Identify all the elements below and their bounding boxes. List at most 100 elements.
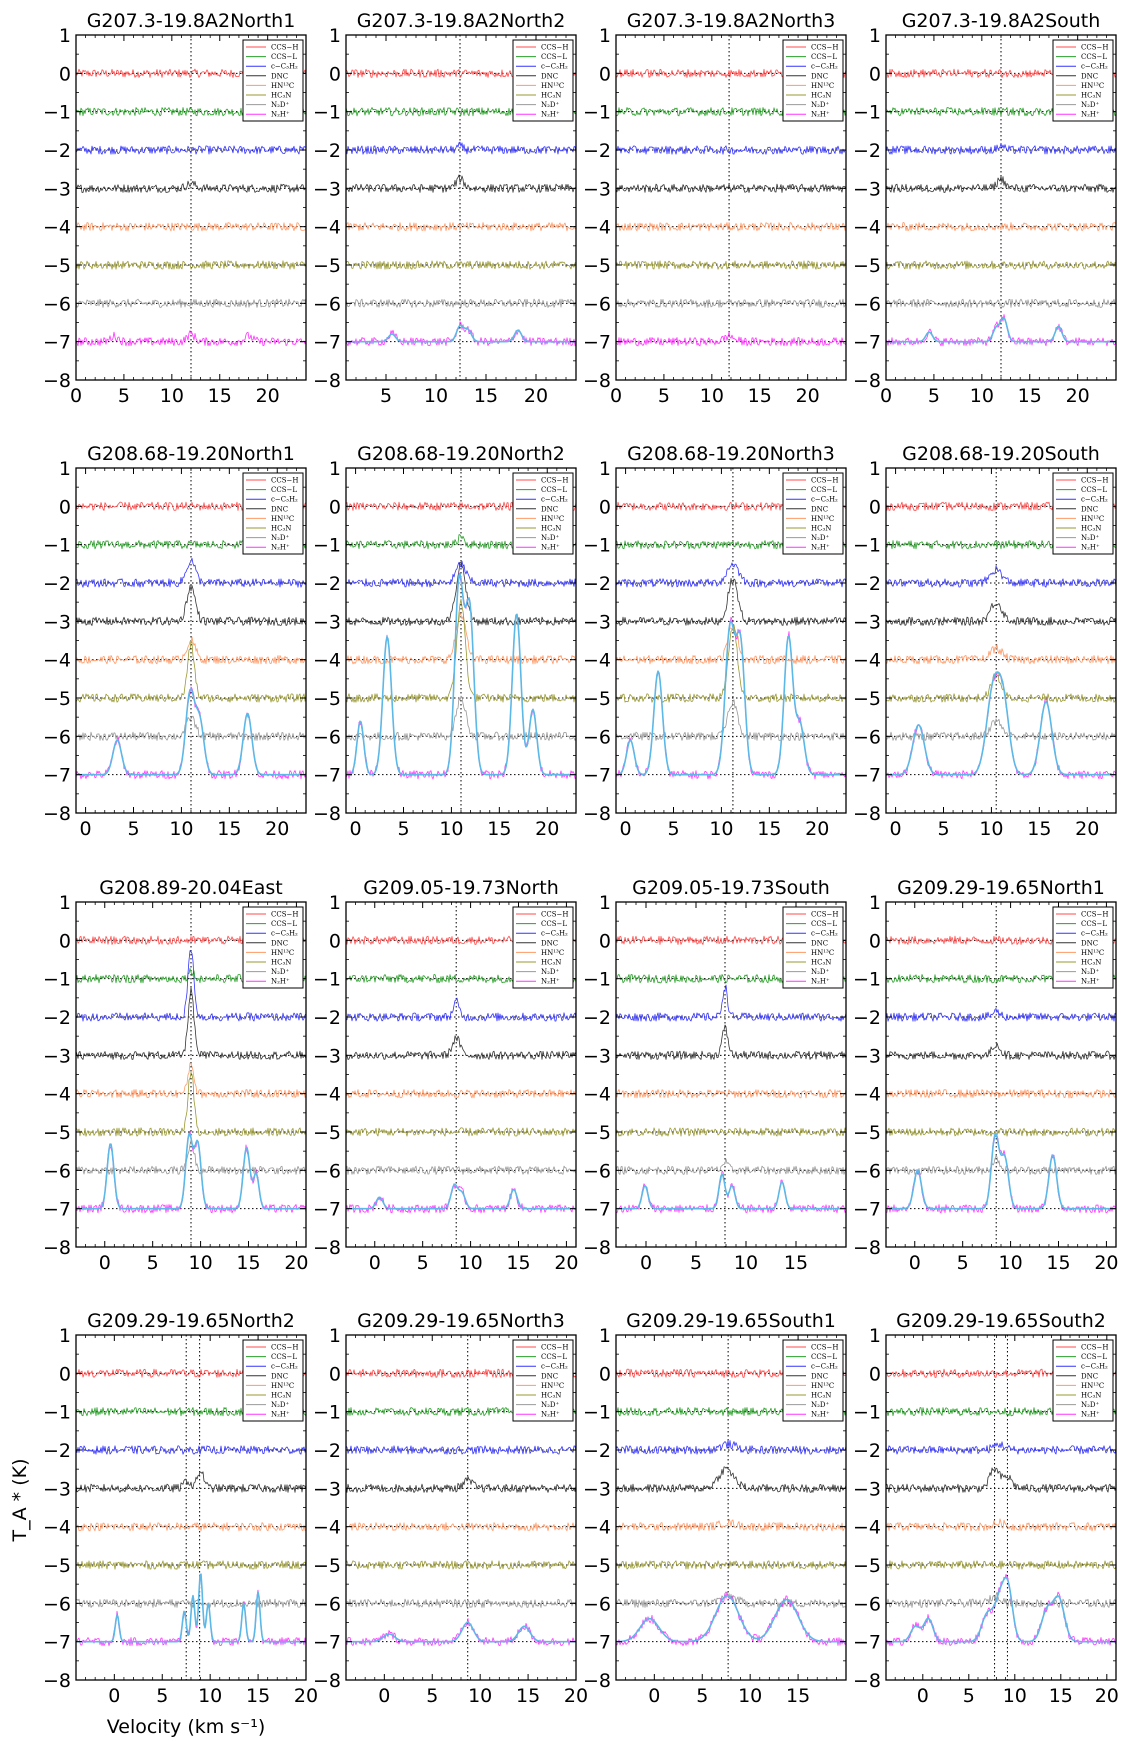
y-tick-label: 0 <box>59 63 71 85</box>
legend-label: N₂D⁺ <box>541 101 560 109</box>
legend-label: HC₃N <box>811 525 831 533</box>
x-tick-label: 0 <box>369 1252 381 1274</box>
y-tick-label: −5 <box>853 1555 881 1577</box>
legend-label: N₂D⁺ <box>811 968 830 976</box>
legend-label: CCS−L <box>811 1353 837 1361</box>
x-tick-label: 5 <box>928 385 940 407</box>
legend-label: DNC <box>811 939 828 947</box>
plot-area <box>886 1335 1116 1680</box>
x-tick-label: 15 <box>748 385 772 407</box>
spectrum-line-hn-c <box>76 1062 306 1099</box>
legend-label: N₂D⁺ <box>541 534 560 542</box>
spectrum-line-n-d <box>616 1591 846 1608</box>
y-tick-label: 0 <box>599 1363 611 1385</box>
x-tick-label: 0 <box>99 1252 111 1274</box>
y-tick-label: −2 <box>583 1440 611 1462</box>
legend-label: N₂H⁺ <box>811 978 830 986</box>
x-tick-label: 0 <box>80 818 92 840</box>
x-tick-label: 0 <box>108 1685 120 1707</box>
legend-label: HC₃N <box>811 1392 831 1400</box>
fit-line-n-h-fit <box>886 316 1116 343</box>
y-tick-label: −4 <box>583 1517 611 1539</box>
legend-label: N₂D⁺ <box>1081 101 1100 109</box>
x-tick-label: 5 <box>937 818 949 840</box>
spectrum-line-n-d <box>346 1598 576 1608</box>
legend-label: CCS−L <box>271 486 297 494</box>
y-tick-label: −4 <box>853 1084 881 1106</box>
legend-label: c−C₃H₂ <box>1081 930 1108 938</box>
x-tick-label: 0 <box>610 385 622 407</box>
legend-label: HN¹³C <box>541 515 564 523</box>
spectrum-line-n-d <box>616 298 846 308</box>
x-tick-label: 15 <box>246 1685 270 1707</box>
y-tick-label: −1 <box>853 102 881 124</box>
x-tick-label: 5 <box>127 818 139 840</box>
legend-box <box>242 472 304 555</box>
legend-label: N₂H⁺ <box>271 978 290 986</box>
legend-label: CCS−L <box>541 920 567 928</box>
x-tick-label: 20 <box>1075 818 1099 840</box>
y-tick-label: −1 <box>313 969 341 991</box>
y-tick-label: −6 <box>583 293 611 315</box>
spectrum-line-dnc <box>346 174 576 193</box>
plot-area <box>886 468 1116 813</box>
legend-box <box>242 39 304 122</box>
legend-label: DNC <box>541 939 558 947</box>
y-tick-label: −3 <box>43 1478 71 1500</box>
legend-label: CCS−H <box>1081 1344 1108 1352</box>
y-tick-label: −8 <box>43 370 71 392</box>
y-tick-label: −7 <box>313 765 341 787</box>
spectrum-line-hc-n <box>346 1560 576 1570</box>
y-tick-label: −2 <box>853 140 881 162</box>
y-tick-label: −2 <box>313 573 341 595</box>
legend-label: CCS−L <box>1081 1353 1107 1361</box>
legend-label: N₂H⁺ <box>541 978 560 986</box>
x-tick-label: 0 <box>620 818 632 840</box>
y-tick-label: −1 <box>43 535 71 557</box>
y-tick-label: −4 <box>43 1084 71 1106</box>
y-tick-label: −1 <box>853 1402 881 1424</box>
y-tick-label: −3 <box>43 178 71 200</box>
legend-label: DNC <box>541 505 558 513</box>
y-tick-label: −5 <box>43 688 71 710</box>
y-tick-label: −2 <box>313 1440 341 1462</box>
legend-box <box>782 906 844 989</box>
x-tick-label: 20 <box>796 385 820 407</box>
y-tick-label: −6 <box>583 1593 611 1615</box>
legend-label: HN¹³C <box>1081 949 1104 957</box>
spectrum-line-dnc <box>76 986 306 1060</box>
y-tick-label: −3 <box>583 1045 611 1067</box>
spectrum-line-hc-n <box>616 624 846 703</box>
y-tick-label: −8 <box>853 370 881 392</box>
x-tick-label: 20 <box>554 1252 578 1274</box>
y-tick-label: 1 <box>329 1325 341 1347</box>
legend-label: CCS−H <box>811 911 838 919</box>
panel-title: G209.05-19.73South <box>632 877 830 899</box>
x-tick-label: 15 <box>1049 1685 1073 1707</box>
y-tick-label: −2 <box>313 1007 341 1029</box>
y-tick-label: 0 <box>599 930 611 952</box>
spectrum-line-hc-n <box>616 260 846 270</box>
y-tick-label: −4 <box>313 217 341 239</box>
legend-label: CCS−H <box>811 1344 838 1352</box>
fit-line-n-h-fit <box>76 688 306 776</box>
legend-box <box>782 472 844 555</box>
y-tick-label: −2 <box>583 140 611 162</box>
x-tick-label: 15 <box>784 1252 808 1274</box>
x-tick-label: 10 <box>970 385 994 407</box>
y-tick-label: −1 <box>313 535 341 557</box>
spectrum-line-dnc <box>616 578 846 626</box>
legend-label: HN¹³C <box>811 515 834 523</box>
x-tick-label: 0 <box>890 818 902 840</box>
legend-label: DNC <box>1081 72 1098 80</box>
x-tick-label: 15 <box>217 818 241 840</box>
x-tick-label: 10 <box>734 1252 758 1274</box>
x-tick-label: 20 <box>1095 1685 1119 1707</box>
legend-label: DNC <box>541 72 558 80</box>
x-tick-label: 20 <box>1094 1252 1118 1274</box>
y-tick-label: 0 <box>329 496 341 518</box>
legend-label: HN¹³C <box>541 949 564 957</box>
